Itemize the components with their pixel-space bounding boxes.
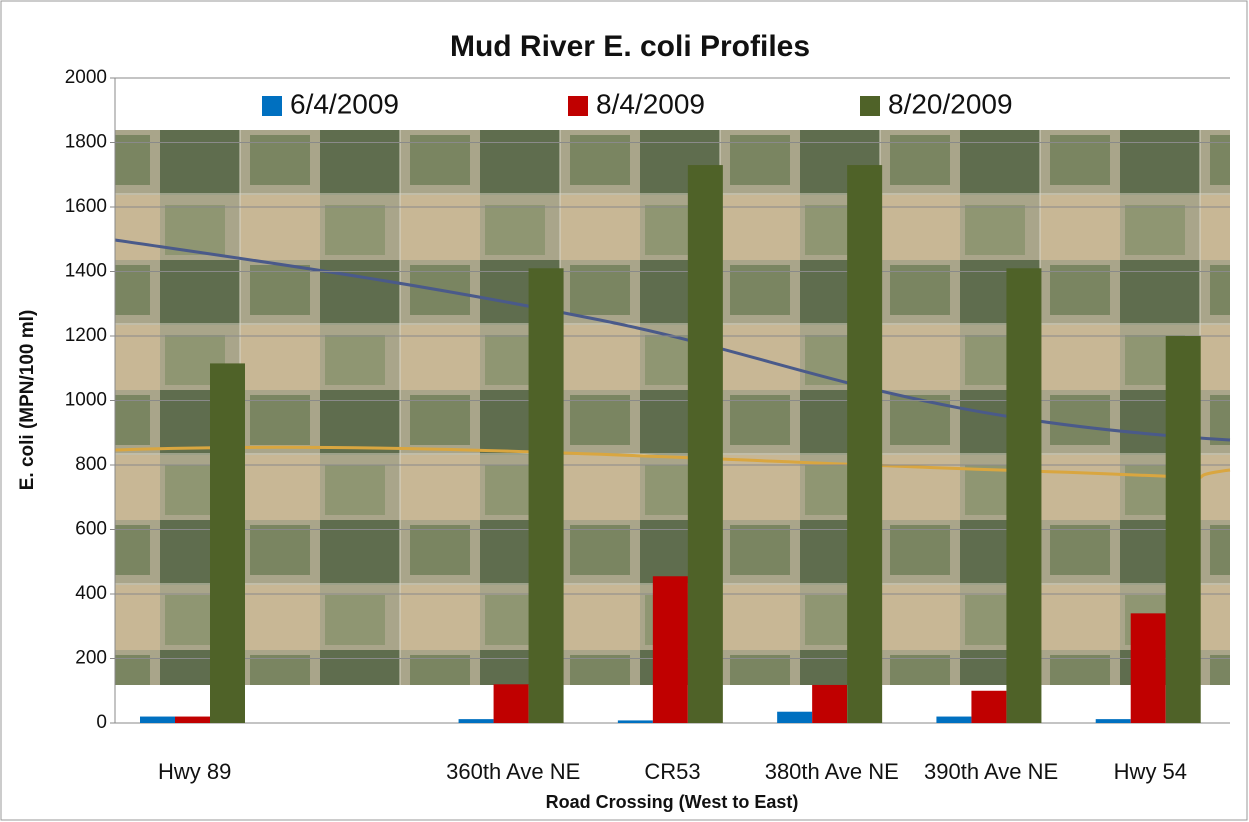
- y-tick-label: 0: [96, 712, 107, 733]
- bar: [1130, 613, 1166, 723]
- legend-swatch: [860, 96, 880, 116]
- x-tick-label: 360th Ave NE: [446, 759, 580, 784]
- y-tick-label: 1600: [65, 196, 107, 217]
- x-tick-label: 380th Ave NE: [765, 759, 899, 784]
- bar: [1006, 268, 1042, 723]
- bar: [1165, 336, 1201, 723]
- legend-swatch: [262, 96, 282, 116]
- y-tick-label: 1200: [65, 325, 107, 346]
- legend-label: 8/4/2009: [596, 88, 705, 119]
- bar: [617, 720, 653, 723]
- bar: [528, 268, 564, 723]
- river: [114, 238, 1231, 442]
- x-tick-label: 390th Ave NE: [924, 759, 1058, 784]
- x-tick-label: Hwy 89: [158, 759, 231, 784]
- bar: [1095, 719, 1131, 723]
- bar: [936, 716, 972, 723]
- y-tick-label: 400: [75, 583, 107, 604]
- y-axis-title: E. coli (MPN/100 ml): [17, 310, 38, 491]
- x-tick-label: Hwy 54: [1114, 759, 1187, 784]
- y-tick-label: 1800: [65, 132, 107, 153]
- bar: [687, 165, 723, 723]
- x-tick-label: CR53: [644, 759, 700, 784]
- bar: [652, 576, 688, 723]
- y-tick-label: 1000: [65, 390, 107, 411]
- y-tick-label: 1400: [65, 261, 107, 282]
- bar: [971, 690, 1007, 723]
- y-tick-label: 2000: [65, 67, 107, 88]
- bar: [210, 363, 245, 723]
- y-tick-label: 800: [75, 454, 107, 475]
- legend-label: 6/4/2009: [290, 88, 399, 119]
- bar: [812, 684, 848, 723]
- y-tick-label: 200: [75, 648, 107, 669]
- bar: [777, 711, 813, 723]
- bar: [175, 716, 210, 723]
- y-tick-label: 600: [75, 519, 107, 540]
- bar: [847, 165, 883, 723]
- x-axis-title: Road Crossing (West to East): [546, 792, 799, 812]
- bar: [493, 684, 529, 723]
- bar: [140, 716, 175, 723]
- legend-label: 8/20/2009: [888, 88, 1013, 119]
- road: [114, 445, 1231, 479]
- legend-swatch: [568, 96, 588, 116]
- bar: [458, 719, 494, 723]
- chart-title: Mud River E. coli Profiles: [450, 30, 810, 63]
